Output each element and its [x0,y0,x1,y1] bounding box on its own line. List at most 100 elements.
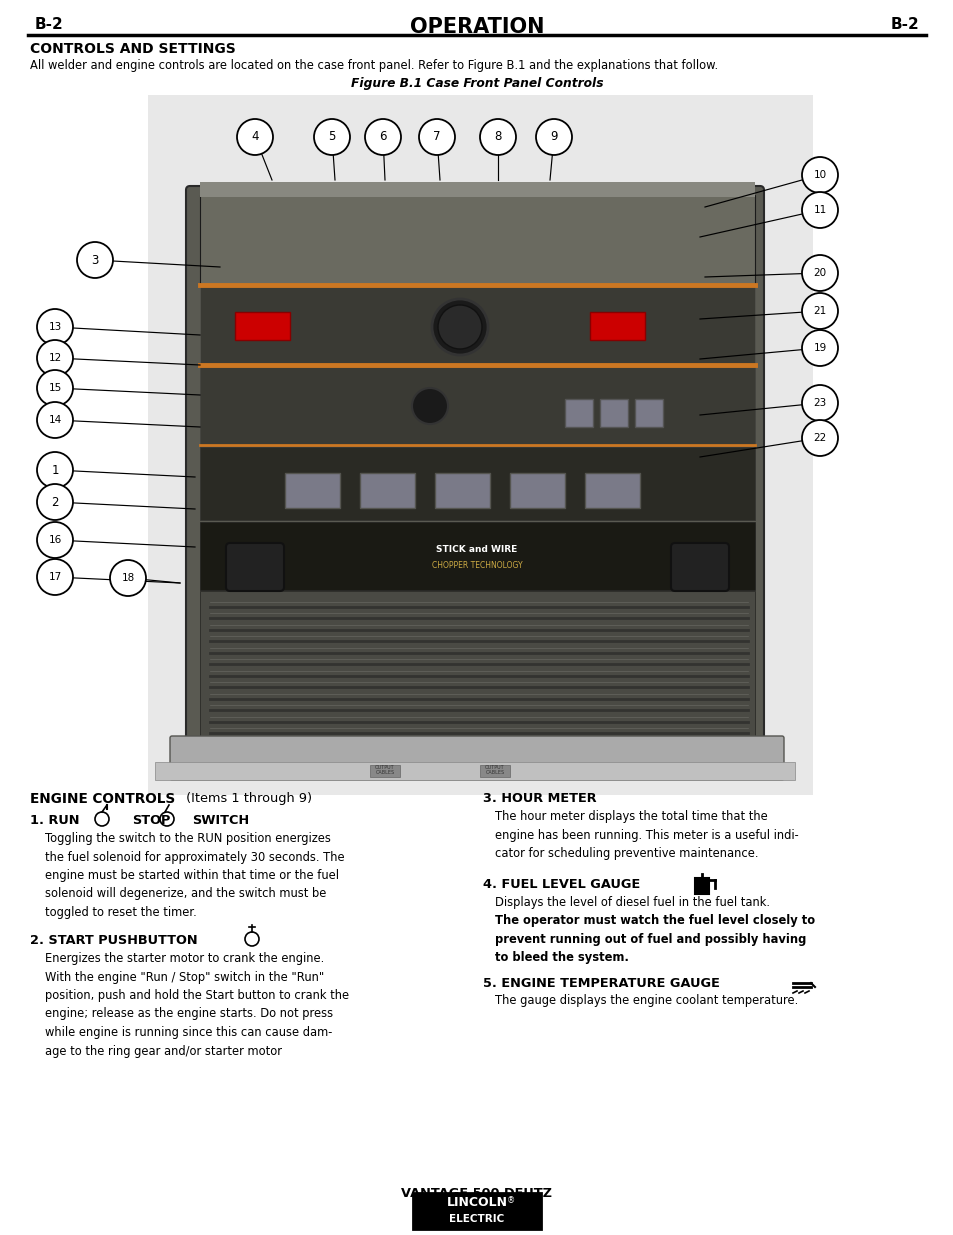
Circle shape [801,254,837,291]
Text: Displays the level of diesel fuel in the fuel tank.: Displays the level of diesel fuel in the… [495,897,769,909]
Text: ®: ® [506,1197,515,1205]
FancyBboxPatch shape [200,182,754,198]
Text: B-2: B-2 [35,17,64,32]
Bar [599,399,627,427]
Circle shape [37,559,73,595]
FancyBboxPatch shape [186,186,763,748]
Circle shape [37,452,73,488]
Circle shape [37,370,73,406]
Text: OUTPUT
CABLES: OUTPUT CABLES [485,764,504,776]
Text: 1. RUN: 1. RUN [30,814,79,827]
FancyBboxPatch shape [670,543,728,592]
Text: 12: 12 [49,353,62,363]
Text: 3. HOUR METER: 3. HOUR METER [482,792,596,805]
FancyBboxPatch shape [200,447,754,520]
Bar [285,473,339,508]
Text: 19: 19 [813,343,825,353]
Text: ENGINE CONTROLS: ENGINE CONTROLS [30,792,175,806]
Text: The gauge displays the engine coolant temperature.: The gauge displays the engine coolant te… [495,994,798,1007]
Text: 3: 3 [91,253,98,267]
Text: Toggling the switch to the RUN position energizes
the fuel solenoid for approxim: Toggling the switch to the RUN position … [45,832,344,919]
FancyBboxPatch shape [200,522,754,590]
FancyBboxPatch shape [154,762,794,781]
Text: 18: 18 [121,573,134,583]
FancyBboxPatch shape [200,367,754,445]
Bar [148,95,812,795]
Text: 8: 8 [494,131,501,143]
Circle shape [77,242,112,278]
Circle shape [801,191,837,228]
Text: CONTROLS AND SETTINGS: CONTROLS AND SETTINGS [30,42,235,56]
Circle shape [37,403,73,438]
Circle shape [365,119,400,156]
Circle shape [412,388,448,424]
Text: LINCOLN: LINCOLN [446,1197,507,1209]
Text: Figure B.1 Case Front Panel Controls: Figure B.1 Case Front Panel Controls [351,77,602,90]
Text: 1: 1 [51,463,59,477]
FancyBboxPatch shape [226,543,284,592]
Bar [589,312,644,340]
Text: Energizes the starter motor to crank the engine.
With the engine "Run / Stop" sw: Energizes the starter motor to crank the… [45,952,349,1057]
Text: All welder and engine controls are located on the case front panel. Refer to Fig: All welder and engine controls are locat… [30,59,718,72]
Text: The hour meter displays the total time that the
engine has been running. This me: The hour meter displays the total time t… [495,810,798,860]
Circle shape [432,299,488,354]
Circle shape [236,119,273,156]
Bar [370,764,399,777]
Text: The operator must watch the fuel level closely to
prevent running out of fuel an: The operator must watch the fuel level c… [495,914,814,965]
Circle shape [37,522,73,558]
Text: 13: 13 [49,322,62,332]
Text: 22: 22 [813,433,825,443]
Circle shape [437,305,481,350]
FancyBboxPatch shape [170,736,783,781]
Text: STOP: STOP [132,814,171,827]
Text: 20: 20 [813,268,825,278]
Text: 6: 6 [379,131,386,143]
FancyBboxPatch shape [200,285,754,366]
Text: 11: 11 [813,205,825,215]
Circle shape [37,340,73,375]
Text: 10: 10 [813,170,825,180]
Circle shape [110,559,146,597]
Bar [510,473,564,508]
FancyBboxPatch shape [200,592,754,739]
Bar [359,473,415,508]
Circle shape [801,157,837,193]
Text: 14: 14 [49,415,62,425]
Bar [564,399,593,427]
Text: 9: 9 [550,131,558,143]
Text: B-2: B-2 [889,17,918,32]
Circle shape [479,119,516,156]
Circle shape [314,119,350,156]
Bar [584,473,639,508]
Text: 23: 23 [813,398,825,408]
Circle shape [37,484,73,520]
Text: ELECTRIC: ELECTRIC [449,1214,504,1224]
Bar [635,399,662,427]
Text: 5: 5 [328,131,335,143]
Text: 2: 2 [51,495,59,509]
Text: 15: 15 [49,383,62,393]
Text: 5. ENGINE TEMPERATURE GAUGE: 5. ENGINE TEMPERATURE GAUGE [482,977,720,990]
Circle shape [801,385,837,421]
Text: 16: 16 [49,535,62,545]
Circle shape [536,119,572,156]
FancyBboxPatch shape [413,1193,540,1229]
Text: (Items 1 through 9): (Items 1 through 9) [182,792,312,805]
Text: 21: 21 [813,306,825,316]
Text: OUTPUT
CABLES: OUTPUT CABLES [375,764,395,776]
Text: SWITCH: SWITCH [192,814,249,827]
Text: OPERATION: OPERATION [410,17,543,37]
Circle shape [801,330,837,366]
Circle shape [37,309,73,345]
Bar [435,473,490,508]
FancyBboxPatch shape [200,195,754,285]
Circle shape [801,293,837,329]
Text: 4. FUEL LEVEL GAUGE: 4. FUEL LEVEL GAUGE [482,878,639,890]
Bar [695,878,708,894]
Text: STICK and WIRE: STICK and WIRE [436,546,517,555]
Circle shape [801,420,837,456]
Bar [234,312,290,340]
Text: 17: 17 [49,572,62,582]
Text: 7: 7 [433,131,440,143]
Bar [479,764,510,777]
